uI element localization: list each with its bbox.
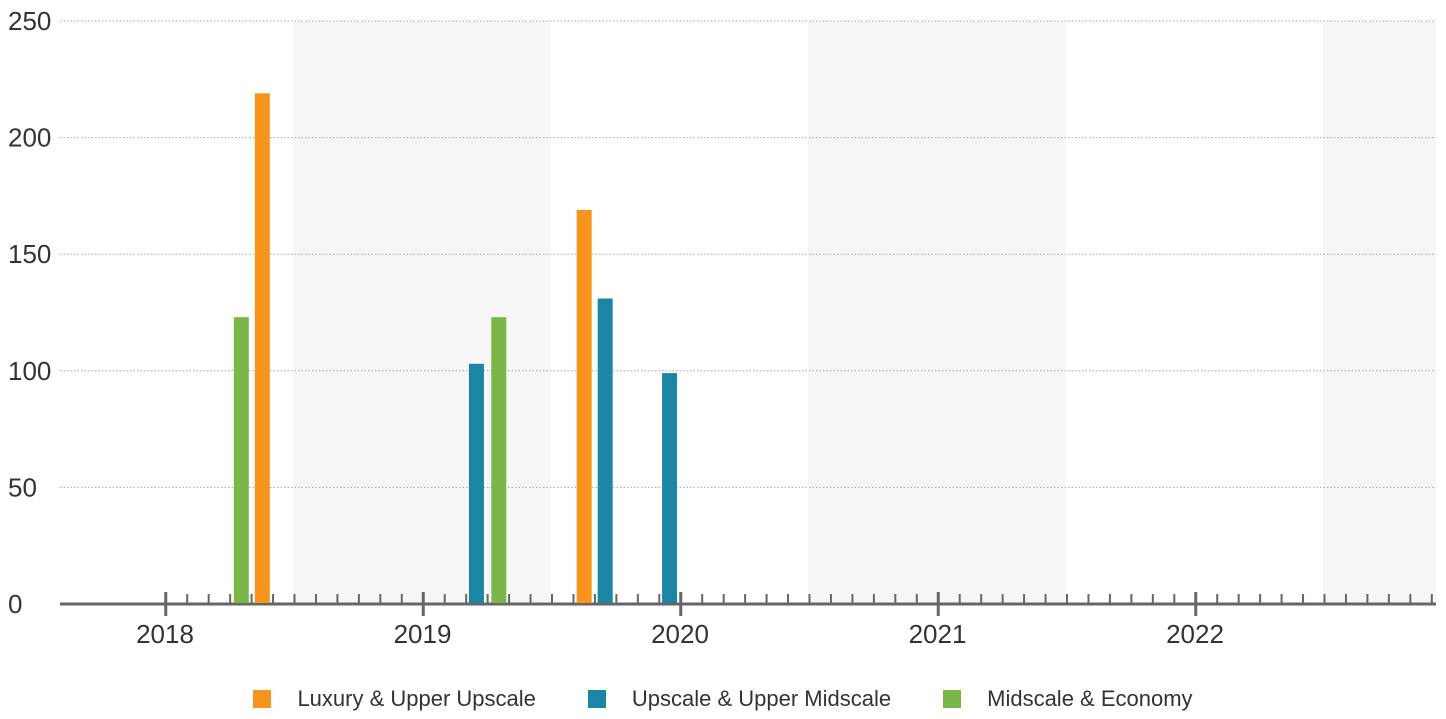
y-tick-label: 100 xyxy=(8,356,51,386)
background-band xyxy=(808,21,1066,604)
legend-item[interactable]: Luxury & Upper Upscale xyxy=(253,686,536,712)
x-tick-label: 2022 xyxy=(1166,619,1224,649)
bar xyxy=(491,317,507,603)
x-tick-label: 2020 xyxy=(651,619,709,649)
bar xyxy=(597,298,613,603)
x-tick-label: 2021 xyxy=(909,619,967,649)
x-tick-label: 2018 xyxy=(136,619,194,649)
bar xyxy=(468,363,484,603)
x-tick-label: 2019 xyxy=(394,619,452,649)
bar xyxy=(662,373,678,603)
bar xyxy=(254,93,270,604)
legend: Luxury & Upper Upscale Upscale & Upper Mi… xyxy=(0,686,1446,712)
background-band xyxy=(1323,21,1436,604)
y-tick-label: 250 xyxy=(8,6,51,36)
legend-label: Midscale & Economy xyxy=(987,686,1193,711)
y-tick-label: 0 xyxy=(8,589,22,619)
background-band xyxy=(293,21,551,604)
legend-swatch xyxy=(253,690,272,708)
legend-label: Luxury & Upper Upscale xyxy=(297,686,536,711)
bar xyxy=(576,209,592,603)
legend-item[interactable]: Midscale & Economy xyxy=(943,686,1193,712)
legend-swatch xyxy=(943,690,962,708)
y-tick-label: 150 xyxy=(8,239,51,269)
y-tick-label: 200 xyxy=(8,123,51,153)
y-tick-label: 50 xyxy=(8,472,37,502)
legend-item[interactable]: Upscale & Upper Midscale xyxy=(587,686,892,712)
legend-swatch xyxy=(587,690,606,708)
bar xyxy=(233,317,249,603)
bar-chart: 0 50 100 150 200 250 2018 2019 2020 2021 2022 xyxy=(8,6,1436,649)
legend-label: Upscale & Upper Midscale xyxy=(631,686,892,711)
